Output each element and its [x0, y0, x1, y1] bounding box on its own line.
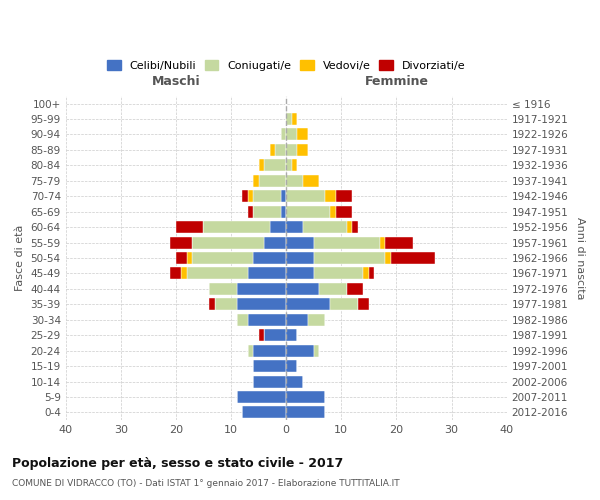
Bar	[236, 391, 286, 403]
Bar	[253, 206, 281, 218]
Bar	[297, 128, 308, 140]
Bar	[242, 190, 248, 202]
Bar	[187, 268, 248, 280]
Bar	[286, 221, 303, 233]
Bar	[369, 268, 374, 280]
Bar	[292, 113, 297, 125]
Bar	[209, 298, 215, 310]
Bar	[314, 236, 380, 248]
Bar	[253, 252, 286, 264]
Bar	[248, 344, 253, 356]
Bar	[364, 268, 369, 280]
Bar	[187, 252, 193, 264]
Bar	[314, 268, 364, 280]
Bar	[176, 252, 187, 264]
Bar	[286, 252, 314, 264]
Bar	[181, 268, 187, 280]
Bar	[269, 221, 286, 233]
Bar	[264, 329, 286, 341]
Bar	[308, 314, 325, 326]
Bar	[259, 160, 264, 172]
Bar	[236, 314, 248, 326]
Bar	[215, 298, 236, 310]
Bar	[286, 406, 325, 418]
Bar	[286, 190, 325, 202]
Bar	[292, 160, 297, 172]
Bar	[303, 221, 347, 233]
Bar	[314, 344, 319, 356]
Bar	[286, 344, 314, 356]
Bar	[286, 314, 308, 326]
Bar	[253, 376, 286, 388]
Bar	[286, 268, 314, 280]
Bar	[193, 252, 253, 264]
Legend: Celibi/Nubili, Coniugati/e, Vedovi/e, Divorziati/e: Celibi/Nubili, Coniugati/e, Vedovi/e, Di…	[103, 56, 469, 76]
Bar	[314, 252, 385, 264]
Bar	[253, 175, 259, 187]
Bar	[380, 236, 385, 248]
Text: Femmine: Femmine	[364, 74, 428, 88]
Bar	[286, 128, 297, 140]
Bar	[281, 190, 286, 202]
Bar	[286, 113, 292, 125]
Bar	[170, 268, 181, 280]
Bar	[176, 221, 203, 233]
Bar	[286, 376, 303, 388]
Bar	[391, 252, 435, 264]
Bar	[331, 206, 336, 218]
Bar	[281, 206, 286, 218]
Bar	[264, 160, 286, 172]
Bar	[248, 268, 286, 280]
Bar	[286, 206, 331, 218]
Bar	[209, 283, 236, 295]
Bar	[203, 221, 269, 233]
Bar	[170, 236, 193, 248]
Bar	[286, 283, 319, 295]
Bar	[259, 329, 264, 341]
Text: COMUNE DI VIDRACCO (TO) - Dati ISTAT 1° gennaio 2017 - Elaborazione TUTTITALIA.I: COMUNE DI VIDRACCO (TO) - Dati ISTAT 1° …	[12, 479, 400, 488]
Bar	[286, 160, 292, 172]
Bar	[347, 283, 364, 295]
Bar	[325, 190, 336, 202]
Bar	[264, 236, 286, 248]
Bar	[297, 144, 308, 156]
Y-axis label: Anni di nascita: Anni di nascita	[575, 216, 585, 299]
Bar	[286, 329, 297, 341]
Bar	[336, 190, 352, 202]
Bar	[193, 236, 264, 248]
Bar	[286, 236, 314, 248]
Bar	[248, 190, 253, 202]
Bar	[269, 144, 275, 156]
Bar	[286, 298, 331, 310]
Bar	[253, 360, 286, 372]
Bar	[336, 206, 352, 218]
Y-axis label: Fasce di età: Fasce di età	[15, 225, 25, 291]
Bar	[319, 283, 347, 295]
Bar	[248, 206, 253, 218]
Bar	[281, 128, 286, 140]
Bar	[385, 252, 391, 264]
Bar	[286, 144, 297, 156]
Bar	[347, 221, 352, 233]
Bar	[275, 144, 286, 156]
Text: Maschi: Maschi	[152, 74, 200, 88]
Bar	[253, 190, 281, 202]
Bar	[286, 391, 325, 403]
Bar	[248, 314, 286, 326]
Bar	[358, 298, 369, 310]
Bar	[242, 406, 286, 418]
Bar	[236, 283, 286, 295]
Bar	[331, 298, 358, 310]
Bar	[253, 344, 286, 356]
Bar	[259, 175, 286, 187]
Bar	[352, 221, 358, 233]
Text: Popolazione per età, sesso e stato civile - 2017: Popolazione per età, sesso e stato civil…	[12, 458, 343, 470]
Bar	[286, 175, 303, 187]
Bar	[303, 175, 319, 187]
Bar	[286, 360, 297, 372]
Bar	[385, 236, 413, 248]
Bar	[236, 298, 286, 310]
